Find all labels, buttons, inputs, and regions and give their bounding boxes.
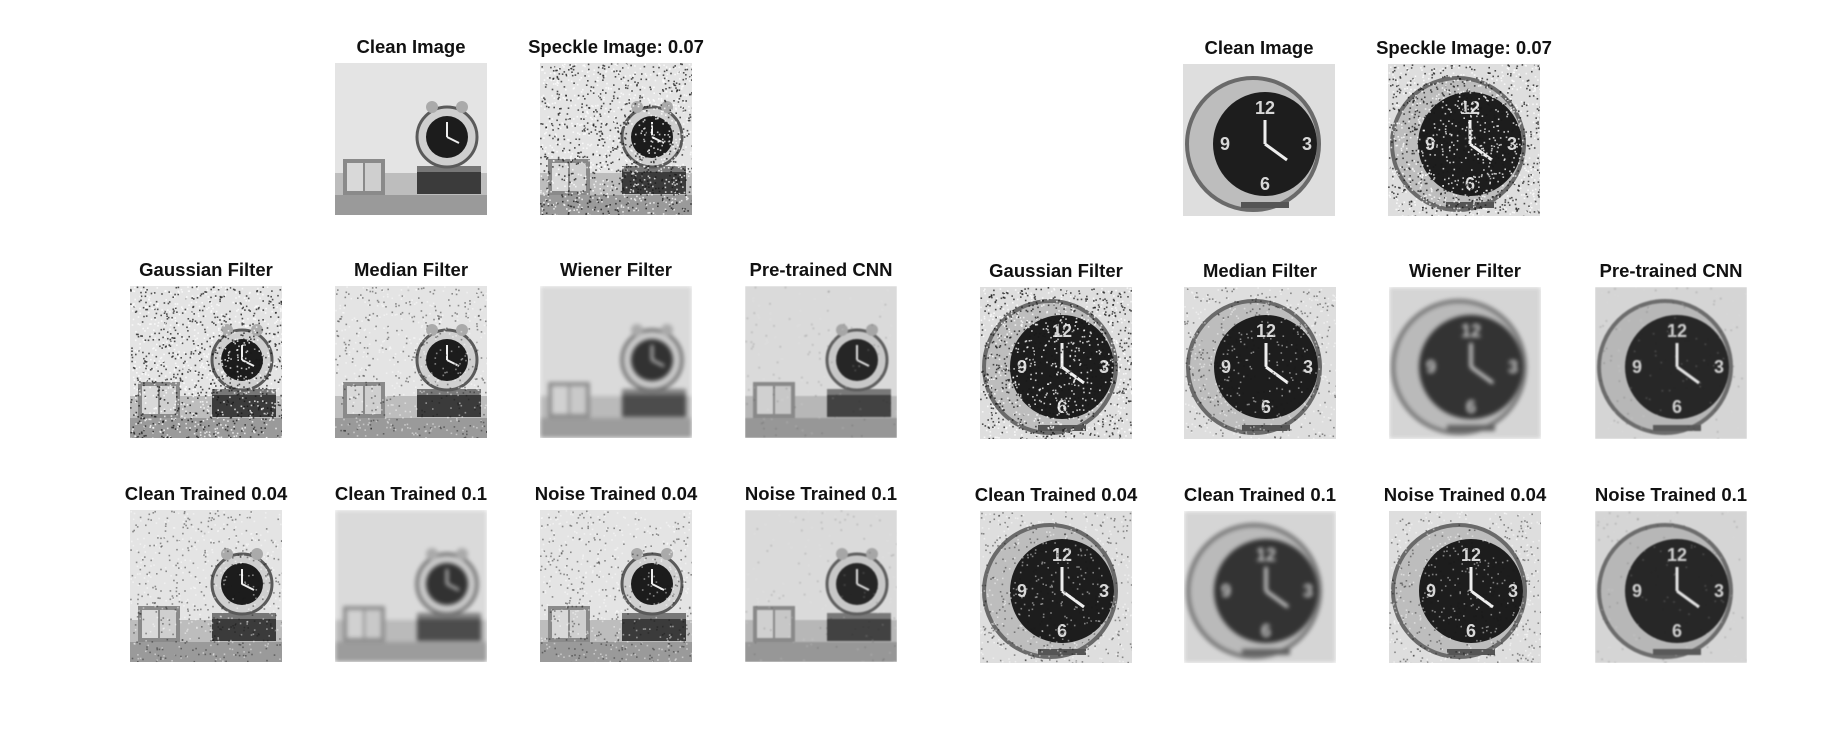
image-right-clean: 12 6 9 3 [1183, 64, 1335, 216]
tile-title: Gaussian Filter [989, 260, 1123, 281]
tile-title: Clean Trained 0.04 [124, 483, 288, 504]
image-left-clean [335, 63, 487, 215]
image-right-noise-004: 12 6 9 3 [1389, 511, 1541, 663]
tile-title: Median Filter [1202, 260, 1318, 281]
image-left-clean-01 [335, 510, 487, 662]
tile-title: Noise Trained 0.1 [744, 483, 898, 504]
tile-title: Clean Trained 0.1 [334, 483, 488, 504]
image-right-cnn: 12 6 9 3 [1595, 287, 1747, 439]
tile-title: Noise Trained 0.04 [1383, 484, 1547, 505]
tile-title: Noise Trained 0.1 [1594, 484, 1748, 505]
image-left-gaussian [130, 286, 282, 438]
image-right-speckle: 12 6 9 3 [1388, 64, 1540, 216]
tile-title: Gaussian Filter [139, 259, 273, 280]
image-left-cnn [745, 286, 897, 438]
tile-title: Pre-trained CNN [1599, 260, 1743, 281]
tile-title: Clean Image [1204, 37, 1314, 58]
tile-title: Wiener Filter [1409, 260, 1521, 281]
image-right-median: 12 6 9 3 [1184, 287, 1336, 439]
tile-title: Pre-trained CNN [749, 259, 893, 280]
tile-title: Speckle Image: 0.07 [528, 36, 704, 57]
image-right-noise-01: 12 6 9 3 [1595, 511, 1747, 663]
image-left-wiener [540, 286, 692, 438]
tile-title: Clean Image [356, 36, 466, 57]
tile-title: Noise Trained 0.04 [534, 483, 698, 504]
image-right-wiener: 12 6 9 3 [1389, 287, 1541, 439]
image-right-clean-01: 12 6 9 3 [1184, 511, 1336, 663]
image-right-gaussian: 12 6 9 3 [980, 287, 1132, 439]
image-left-clean-004 [130, 510, 282, 662]
image-left-noise-004 [540, 510, 692, 662]
image-left-noise-01 [745, 510, 897, 662]
tile-title: Clean Trained 0.1 [1183, 484, 1337, 505]
tile-title: Wiener Filter [560, 259, 672, 280]
tile-title: Median Filter [353, 259, 469, 280]
image-right-clean-004: 12 6 9 3 [980, 511, 1132, 663]
tile-title: Clean Trained 0.04 [974, 484, 1138, 505]
image-left-median [335, 286, 487, 438]
image-left-speckle [540, 63, 692, 215]
tile-title: Speckle Image: 0.07 [1376, 37, 1552, 58]
